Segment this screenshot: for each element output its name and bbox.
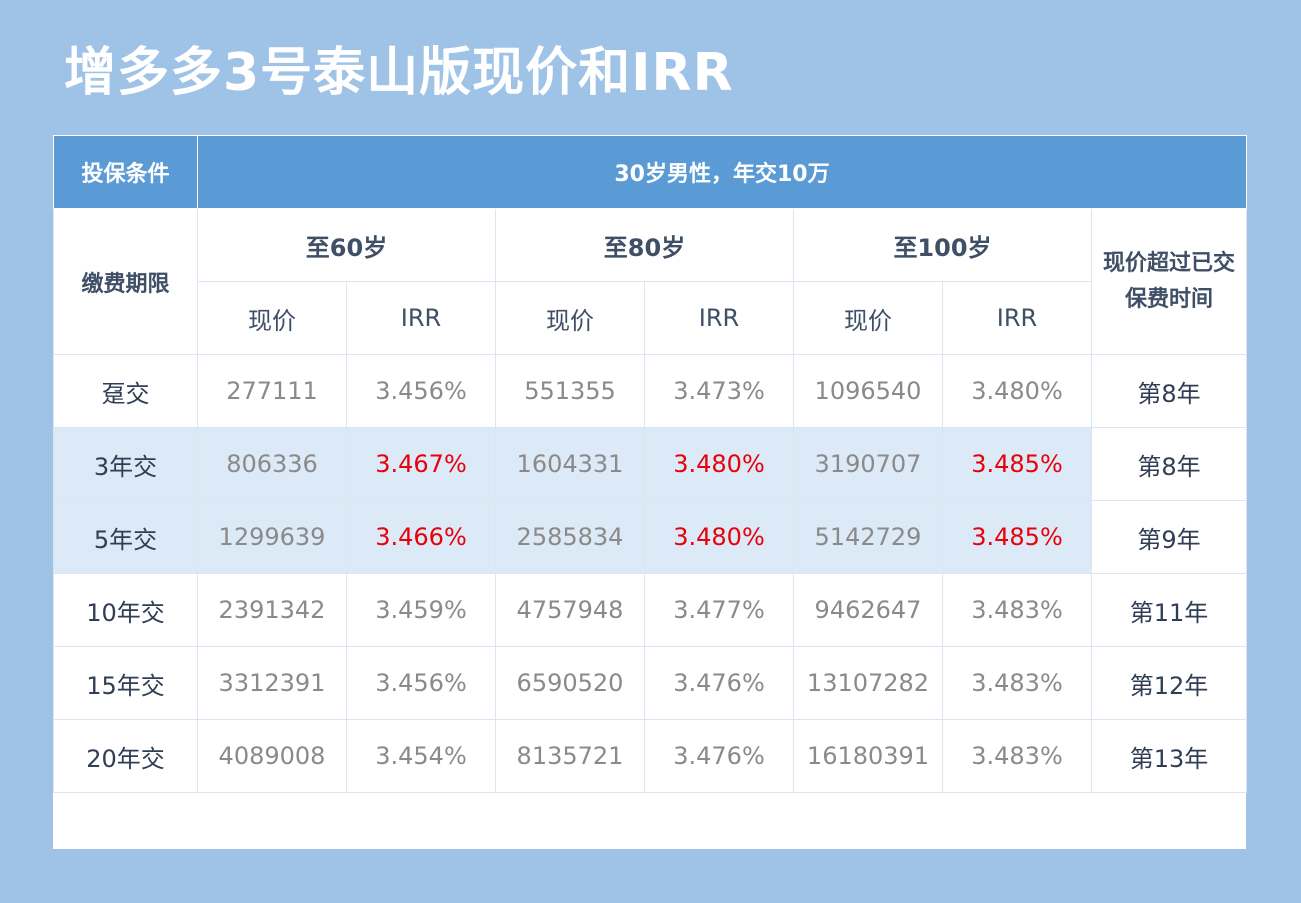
cash-value-cell: 9462647 xyxy=(793,573,943,647)
sub-header-cash: 现价 xyxy=(495,281,645,355)
term-cell: 3年交 xyxy=(53,427,198,501)
cash-value-cell: 806336 xyxy=(197,427,347,501)
cash-value-cell: 2391342 xyxy=(197,573,347,647)
irr-cell: 3.483% xyxy=(942,646,1092,720)
irr-table: 投保条件 30岁男性，年交10万 缴费期限 至60岁 至80岁 至100岁 现价… xyxy=(53,135,1247,793)
sub-header-irr: IRR xyxy=(942,281,1092,355)
cash-value-cell: 1096540 xyxy=(793,354,943,428)
breakeven-label: 现价超过已交保费时间 xyxy=(1091,208,1247,355)
cash-value-cell: 4757948 xyxy=(495,573,645,647)
irr-cell: 3.476% xyxy=(644,646,794,720)
irr-cell: 3.483% xyxy=(942,573,1092,647)
term-cell: 20年交 xyxy=(53,719,198,793)
cash-value-cell: 2585834 xyxy=(495,500,645,574)
cash-value-cell: 1604331 xyxy=(495,427,645,501)
group-header-row: 缴费期限 至60岁 至80岁 至100岁 现价超过已交保费时间 xyxy=(53,208,1247,355)
cash-value-cell: 3190707 xyxy=(793,427,943,501)
breakeven-year-cell: 第13年 xyxy=(1091,719,1247,793)
cash-value-cell: 277111 xyxy=(197,354,347,428)
condition-row: 投保条件 30岁男性，年交10万 xyxy=(53,135,1247,209)
group-header-60: 至60岁 xyxy=(197,208,496,282)
irr-cell: 3.476% xyxy=(644,719,794,793)
condition-label: 投保条件 xyxy=(53,135,198,209)
cash-value-cell: 16180391 xyxy=(793,719,943,793)
term-cell: 15年交 xyxy=(53,646,198,720)
irr-cell: 3.480% xyxy=(644,500,794,574)
table-row: 5年交 1299639 3.466% 2585834 3.480% 514272… xyxy=(53,500,1247,574)
term-cell: 趸交 xyxy=(53,354,198,428)
term-label: 缴费期限 xyxy=(53,208,198,355)
cash-value-cell: 5142729 xyxy=(793,500,943,574)
breakeven-year-cell: 第11年 xyxy=(1091,573,1247,647)
irr-cell: 3.473% xyxy=(644,354,794,428)
sub-header-irr: IRR xyxy=(346,281,496,355)
cash-value-cell: 551355 xyxy=(495,354,645,428)
irr-cell: 3.467% xyxy=(346,427,496,501)
irr-cell: 3.466% xyxy=(346,500,496,574)
breakeven-year-cell: 第8年 xyxy=(1091,354,1247,428)
sub-header-cash: 现价 xyxy=(793,281,943,355)
table-row: 趸交 277111 3.456% 551355 3.473% 1096540 3… xyxy=(53,354,1247,428)
breakeven-year-cell: 第9年 xyxy=(1091,500,1247,574)
table-row: 10年交 2391342 3.459% 4757948 3.477% 94626… xyxy=(53,573,1247,647)
cash-value-cell: 4089008 xyxy=(197,719,347,793)
irr-cell: 3.485% xyxy=(942,500,1092,574)
cash-value-cell: 3312391 xyxy=(197,646,347,720)
sub-header-row: 现价 IRR 现价 IRR 现价 IRR xyxy=(54,281,1247,355)
irr-cell: 3.454% xyxy=(346,719,496,793)
breakeven-year-cell: 第12年 xyxy=(1091,646,1247,720)
table-row: 3年交 806336 3.467% 1604331 3.480% 3190707… xyxy=(53,427,1247,501)
cash-value-cell: 8135721 xyxy=(495,719,645,793)
irr-cell: 3.483% xyxy=(942,719,1092,793)
sub-header-irr: IRR xyxy=(644,281,794,355)
group-header-80: 至80岁 xyxy=(495,208,794,282)
irr-cell: 3.480% xyxy=(644,427,794,501)
term-cell: 10年交 xyxy=(53,573,198,647)
term-cell: 5年交 xyxy=(53,500,198,574)
cash-value-cell: 13107282 xyxy=(793,646,943,720)
group-header-100: 至100岁 xyxy=(793,208,1092,282)
table-row: 15年交 3312391 3.456% 6590520 3.476% 13107… xyxy=(53,646,1247,720)
cash-value-cell: 1299639 xyxy=(197,500,347,574)
irr-cell: 3.456% xyxy=(346,354,496,428)
table-row: 20年交 4089008 3.454% 8135721 3.476% 16180… xyxy=(53,719,1247,793)
breakeven-year-cell: 第8年 xyxy=(1091,427,1247,501)
irr-cell: 3.480% xyxy=(942,354,1092,428)
page-title: 增多多3号泰山版现价和IRR xyxy=(64,43,734,103)
irr-cell: 3.485% xyxy=(942,427,1092,501)
irr-cell: 3.459% xyxy=(346,573,496,647)
condition-value: 30岁男性，年交10万 xyxy=(197,135,1247,209)
cash-value-cell: 6590520 xyxy=(495,646,645,720)
irr-cell: 3.456% xyxy=(346,646,496,720)
irr-cell: 3.477% xyxy=(644,573,794,647)
sub-header-cash: 现价 xyxy=(197,281,347,355)
irr-table-panel: 投保条件 30岁男性，年交10万 缴费期限 至60岁 至80岁 至100岁 现价… xyxy=(53,135,1247,849)
